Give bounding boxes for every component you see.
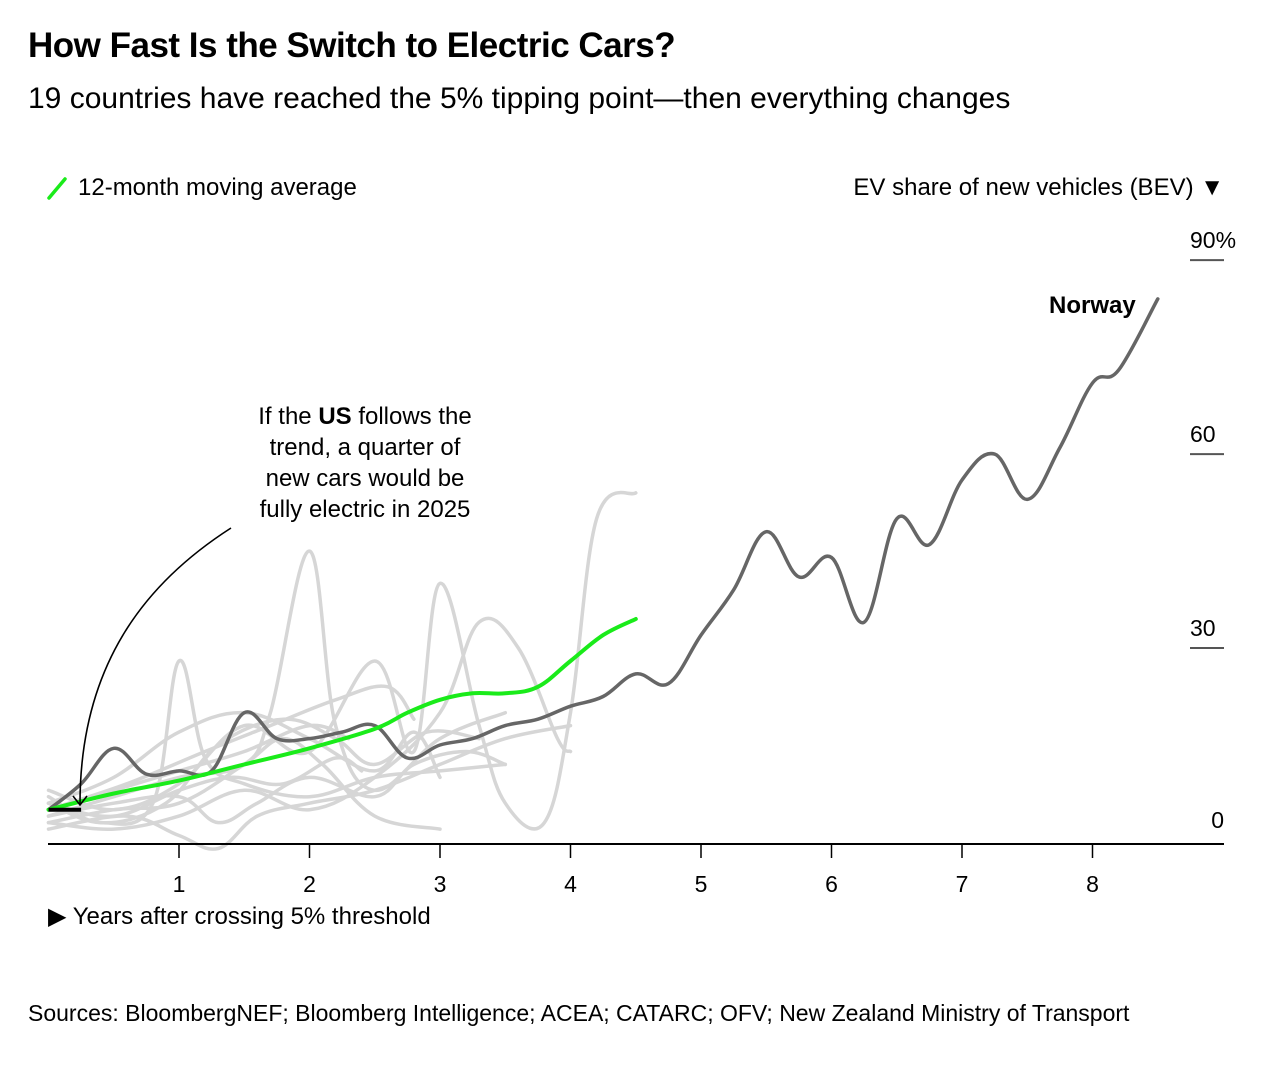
series-line-country-l <box>46 736 442 831</box>
x-axis-title: ▶ Years after crossing 5% threshold <box>48 903 431 930</box>
legend: 12-month moving average <box>46 174 357 202</box>
annotation-line-3: new cars would be <box>266 465 465 492</box>
series-line-country-j <box>46 723 351 812</box>
series-line-country-i <box>46 723 573 851</box>
series-line-country-k <box>46 756 364 819</box>
annotation-arrowhead-icon <box>72 795 88 807</box>
series-line-country-g <box>46 749 508 825</box>
source-note: Sources: BloombergNEF; Bloomberg Intelli… <box>28 1000 1130 1026</box>
x-tick-label-6: 6 <box>825 871 838 897</box>
other-countries-lines <box>46 490 638 851</box>
annotation-layer: If the US follows the trend, a quarter o… <box>72 403 472 807</box>
y-axis-title: EV share of new vehicles (BEV) ▼ <box>853 174 1224 201</box>
x-tick-label-5: 5 <box>695 871 708 897</box>
chart-subtitle: 19 countries have reached the 5% tipping… <box>28 82 1011 115</box>
annotation-line-4: fully electric in 2025 <box>260 496 471 523</box>
y-tick-label-90: 90% <box>1190 227 1236 253</box>
green-slash-line-icon <box>47 177 67 200</box>
x-tick-label-1: 1 <box>173 871 186 897</box>
annotation-line-1: If the US follows the <box>258 403 471 430</box>
highlight-lines: Norway <box>46 292 1160 812</box>
annotation-arrow-curve <box>79 527 232 805</box>
y-tick-label-60: 60 <box>1190 421 1216 447</box>
series-line-country-h <box>46 717 481 825</box>
x-tick-label-2: 2 <box>303 871 316 897</box>
series-line-norway <box>46 297 1160 812</box>
y-tick-label-30: 30 <box>1190 615 1216 641</box>
legend-label: 12-month moving average <box>78 174 357 201</box>
x-tick-label-3: 3 <box>434 871 447 897</box>
series-line-country-f <box>46 684 416 812</box>
x-tick-label-4: 4 <box>564 871 577 897</box>
series-line-country-d <box>46 616 573 831</box>
axes: 1 2 3 4 5 6 7 8 0 30 60 90% <box>48 227 1236 897</box>
series-line-moving-average <box>46 617 638 812</box>
series-label-norway: Norway <box>1049 292 1136 319</box>
chart-title: How Fast Is the Switch to Electric Cars? <box>28 26 676 65</box>
x-tick-label-8: 8 <box>1086 871 1099 897</box>
x-tick-label-7: 7 <box>956 871 969 897</box>
annotation-line-2: trend, a quarter of <box>270 434 461 461</box>
y-tick-label-0: 0 <box>1211 807 1224 833</box>
